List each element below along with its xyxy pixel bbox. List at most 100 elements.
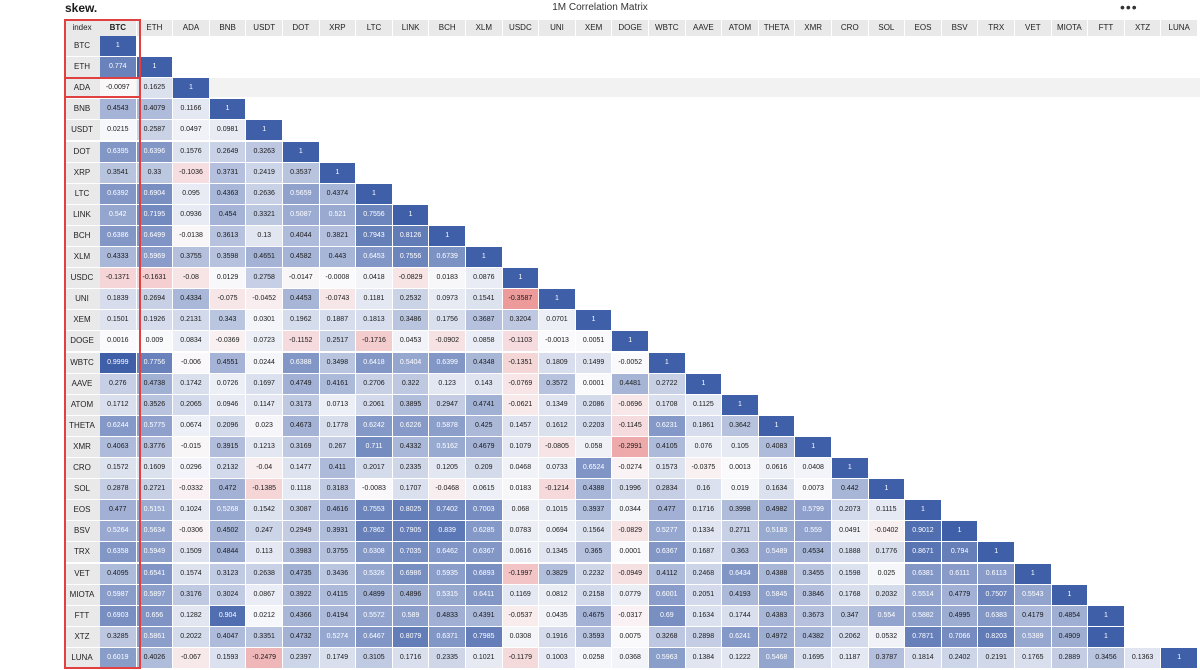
matrix-cell[interactable]: 0.1345 xyxy=(539,542,575,563)
matrix-cell[interactable]: 0.1222 xyxy=(722,647,758,668)
matrix-cell[interactable]: 0.904 xyxy=(209,605,246,626)
matrix-cell[interactable]: 0.343 xyxy=(209,310,246,331)
matrix-cell[interactable]: 0.6113 xyxy=(978,563,1014,584)
matrix-cell[interactable]: -0.04 xyxy=(246,458,282,479)
matrix-cell[interactable]: 0.1687 xyxy=(685,542,722,563)
matrix-cell[interactable]: 0.5162 xyxy=(429,436,465,457)
matrix-cell[interactable]: 1 xyxy=(319,162,356,183)
matrix-cell[interactable]: 1 xyxy=(722,394,758,415)
matrix-cell[interactable]: -0.0052 xyxy=(612,352,648,373)
matrix-cell[interactable]: 0.4741 xyxy=(466,394,502,415)
column-header-bnb[interactable]: BNB xyxy=(209,20,246,36)
matrix-cell[interactable]: 0.2402 xyxy=(941,647,978,668)
skew-logo[interactable]: skew. xyxy=(65,1,98,15)
matrix-cell[interactable]: 0.1181 xyxy=(356,289,392,310)
matrix-cell[interactable]: 0.3593 xyxy=(575,626,612,647)
matrix-cell[interactable]: 0.6388 xyxy=(283,352,319,373)
matrix-cell[interactable]: 0.0616 xyxy=(502,542,539,563)
row-label-theta[interactable]: THETA xyxy=(64,415,100,436)
matrix-cell[interactable]: 0.0783 xyxy=(502,521,539,542)
matrix-cell[interactable]: 0.7035 xyxy=(392,542,429,563)
matrix-cell[interactable]: 0.3642 xyxy=(722,415,758,436)
matrix-cell[interactable]: 0.1115 xyxy=(868,500,905,521)
matrix-cell[interactable]: 0.1501 xyxy=(100,310,136,331)
matrix-cell[interactable]: 1 xyxy=(649,352,685,373)
matrix-cell[interactable]: 0.2889 xyxy=(1051,647,1088,668)
matrix-cell[interactable]: -0.0769 xyxy=(502,373,539,394)
column-header-eth[interactable]: ETH xyxy=(136,20,173,36)
matrix-cell[interactable]: 0.1213 xyxy=(246,436,282,457)
matrix-cell[interactable]: 0.411 xyxy=(319,458,356,479)
matrix-cell[interactable]: 0.4079 xyxy=(136,99,173,120)
matrix-cell[interactable]: 0.6019 xyxy=(100,647,136,668)
matrix-cell[interactable]: 1 xyxy=(758,415,795,436)
matrix-cell[interactable]: 0.4679 xyxy=(466,436,502,457)
matrix-cell[interactable]: 0.9999 xyxy=(100,352,136,373)
matrix-cell[interactable]: 0.3087 xyxy=(283,500,319,521)
matrix-cell[interactable]: 0.4854 xyxy=(1051,605,1088,626)
matrix-cell[interactable]: 0.4749 xyxy=(283,373,319,394)
matrix-cell[interactable]: -0.0375 xyxy=(685,458,722,479)
matrix-cell[interactable]: 0.0701 xyxy=(539,310,575,331)
matrix-cell[interactable]: 0.5935 xyxy=(429,563,465,584)
matrix-cell[interactable]: 0.2335 xyxy=(392,458,429,479)
matrix-cell[interactable]: 1 xyxy=(612,331,648,352)
matrix-cell[interactable]: 0.2517 xyxy=(319,331,356,352)
matrix-cell[interactable]: 0.656 xyxy=(136,605,173,626)
matrix-cell[interactable]: 0.2203 xyxy=(575,415,612,436)
matrix-cell[interactable]: 0.5878 xyxy=(429,415,465,436)
matrix-cell[interactable]: 0.5268 xyxy=(209,500,246,521)
matrix-cell[interactable]: 0.1363 xyxy=(1124,647,1161,668)
matrix-cell[interactable]: 0.4194 xyxy=(319,605,356,626)
matrix-cell[interactable]: -0.006 xyxy=(173,352,209,373)
matrix-cell[interactable]: 0.1384 xyxy=(685,647,722,668)
matrix-cell[interactable]: 0.5326 xyxy=(356,563,392,584)
matrix-cell[interactable]: 0.6986 xyxy=(392,563,429,584)
matrix-cell[interactable]: 0.5543 xyxy=(1015,584,1051,605)
matrix-cell[interactable]: 0.009 xyxy=(136,331,173,352)
matrix-cell[interactable]: 0.267 xyxy=(319,436,356,457)
matrix-cell[interactable]: 0.1887 xyxy=(319,310,356,331)
matrix-cell[interactable]: 0.4481 xyxy=(612,373,648,394)
matrix-cell[interactable]: 0.6904 xyxy=(136,183,173,204)
matrix-cell[interactable]: 0.3776 xyxy=(136,436,173,457)
matrix-cell[interactable]: 0.4388 xyxy=(758,563,795,584)
matrix-cell[interactable]: 0.6371 xyxy=(429,626,465,647)
matrix-cell[interactable]: 0.7905 xyxy=(392,521,429,542)
matrix-cell[interactable]: -0.0097 xyxy=(100,78,136,99)
matrix-cell[interactable]: 0.1573 xyxy=(649,458,685,479)
matrix-cell[interactable]: -0.1351 xyxy=(502,352,539,373)
matrix-cell[interactable]: 1 xyxy=(283,141,319,162)
matrix-cell[interactable]: 0.7756 xyxy=(136,352,173,373)
matrix-cell[interactable]: 0.5634 xyxy=(136,521,173,542)
column-header-xtz[interactable]: XTZ xyxy=(1124,20,1161,36)
matrix-cell[interactable]: 1 xyxy=(685,373,722,394)
matrix-cell[interactable]: 0.5861 xyxy=(136,626,173,647)
matrix-cell[interactable]: 0.6524 xyxy=(575,458,612,479)
matrix-cell[interactable]: 0.5845 xyxy=(758,584,795,605)
matrix-cell[interactable]: 0.1334 xyxy=(685,521,722,542)
matrix-cell[interactable]: 0.4844 xyxy=(209,542,246,563)
matrix-cell[interactable]: 0.0713 xyxy=(319,394,356,415)
matrix-cell[interactable]: 0.1778 xyxy=(319,415,356,436)
matrix-cell[interactable]: 0.2065 xyxy=(173,394,209,415)
matrix-cell[interactable]: 0.2722 xyxy=(649,373,685,394)
matrix-cell[interactable]: 0.3537 xyxy=(283,162,319,183)
matrix-cell[interactable]: 0.0946 xyxy=(209,394,246,415)
row-label-xlm[interactable]: XLM xyxy=(64,247,100,268)
matrix-cell[interactable]: 0.1457 xyxy=(502,415,539,436)
row-label-link[interactable]: LINK xyxy=(64,204,100,225)
matrix-cell[interactable]: 0.4348 xyxy=(466,352,502,373)
matrix-cell[interactable]: 0.4363 xyxy=(209,183,246,204)
column-header-miota[interactable]: MIOTA xyxy=(1051,20,1088,36)
matrix-cell[interactable]: -0.0621 xyxy=(502,394,539,415)
matrix-cell[interactable]: 0.1572 xyxy=(100,458,136,479)
matrix-cell[interactable]: 1 xyxy=(356,183,392,204)
matrix-cell[interactable]: 0.6231 xyxy=(649,415,685,436)
matrix-cell[interactable]: 0.1888 xyxy=(832,542,868,563)
matrix-cell[interactable]: 0.5468 xyxy=(758,647,795,668)
matrix-cell[interactable]: 0.0344 xyxy=(612,500,648,521)
column-header-btc[interactable]: BTC xyxy=(100,20,136,36)
row-label-eos[interactable]: EOS xyxy=(64,500,100,521)
matrix-cell[interactable]: 0.6399 xyxy=(429,352,465,373)
